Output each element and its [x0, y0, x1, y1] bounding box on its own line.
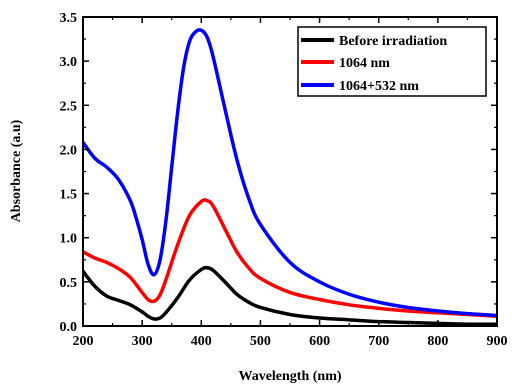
y-tick-label: 0.5: [60, 276, 78, 291]
x-tick-label: 300: [132, 334, 153, 349]
x-axis-label: Wavelength (nm): [238, 369, 341, 384]
y-tick-label: 3.0: [60, 55, 78, 70]
plot-area: [83, 28, 497, 326]
legend-label-1064nm: 1064 nm: [339, 56, 390, 71]
x-tick-label: 400: [191, 334, 212, 349]
y-tick-label: 3.5: [60, 11, 78, 26]
series-line-1064nm: [83, 198, 497, 319]
legend-label-1064-532nm: 1064+532 nm: [339, 79, 419, 94]
y-axis-label: Absorbance (a.u): [9, 119, 24, 222]
x-tick-label: 700: [368, 334, 389, 349]
y-tick-label: 1.0: [60, 232, 78, 247]
legend-label-before-irradiation: Before irradiation: [339, 34, 447, 49]
x-tick-label: 200: [73, 334, 94, 349]
y-tick-label: 1.5: [60, 188, 78, 203]
ticks-layer: 200 300 400 500 600 700 800 900 0.0 0.5 1.0 1.5 2.0 2…: [60, 11, 508, 349]
x-tick-label: 600: [309, 334, 330, 349]
x-tick-label: 500: [250, 334, 271, 349]
series-line-before-irradiation: [83, 265, 497, 326]
x-tick-label: 900: [487, 334, 508, 349]
series-line-1064-532nm: [83, 28, 497, 318]
series-layer: [83, 28, 497, 326]
legend: Before irradiation 1064 nm 1064+532 nm: [297, 26, 487, 97]
x-tick-label: 800: [427, 334, 448, 349]
y-tick-label: 2.0: [60, 143, 78, 158]
y-tick-label: 0.0: [60, 320, 78, 335]
y-tick-label: 2.5: [60, 99, 78, 114]
